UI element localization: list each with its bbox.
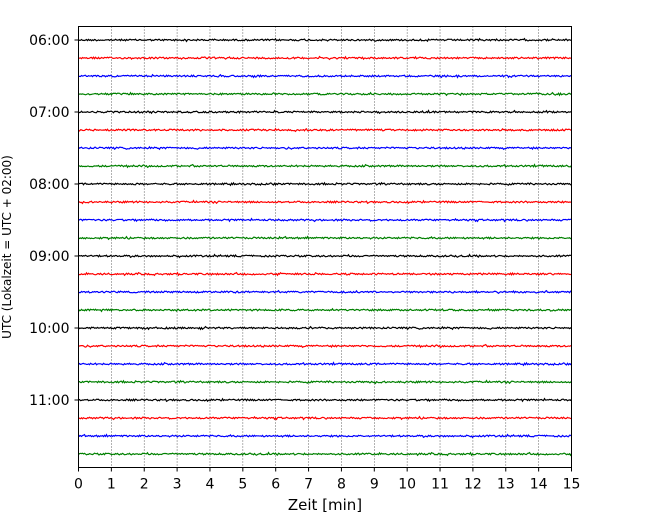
x-tick-label-6: 6 [271, 477, 280, 493]
x-tick-label-7: 7 [304, 477, 313, 493]
grid-lines [111, 26, 539, 468]
x-tick-label-8: 8 [337, 477, 346, 493]
trace-line-6 [78, 127, 572, 133]
trace-line-10 [78, 199, 572, 205]
trace-line-12 [78, 235, 572, 241]
trace-line-13 [78, 253, 572, 259]
x-tick-label-3: 3 [173, 477, 182, 493]
trace-line-19 [78, 361, 572, 367]
x-axis-ticks: 0 1 2 3 4 5 6 7 8 9 10 11 12 13 14 15 [74, 467, 581, 493]
y-tick-label-3: 09:00 [29, 249, 69, 265]
y-tick-label-0: 06:00 [29, 33, 69, 49]
trace-line-20 [78, 379, 572, 385]
plot-frame [78, 26, 572, 468]
trace-line-17 [78, 325, 572, 331]
x-tick-label-2: 2 [140, 477, 149, 493]
x-tick-label-1: 1 [107, 477, 116, 493]
trace-line-1 [78, 37, 572, 43]
x-tick-label-9: 9 [370, 477, 379, 493]
x-tick-label-15: 15 [563, 477, 581, 493]
trace-line-9 [78, 181, 572, 187]
trace-line-4 [78, 91, 572, 97]
trace-line-15 [78, 289, 572, 295]
y-axis-ticks: 06:00 07:00 08:00 09:00 10:00 11:00 [29, 33, 79, 409]
trace-series [78, 37, 573, 457]
trace-line-16 [78, 307, 572, 313]
trace-line-8 [78, 163, 572, 169]
trace-line-11 [78, 217, 572, 223]
x-tick-label-10: 10 [398, 477, 416, 493]
x-tick-label-4: 4 [206, 477, 215, 493]
trace-line-14 [78, 271, 572, 277]
trace-line-24 [78, 451, 573, 457]
x-tick-label-12: 12 [464, 477, 482, 493]
y-tick-label-2: 08:00 [29, 177, 69, 193]
y-axis-title: UTC (Lokalzeit = UTC + 02:00) [0, 155, 14, 339]
x-axis-title: Zeit [min] [288, 496, 362, 514]
trace-line-7 [78, 145, 572, 151]
x-tick-label-11: 11 [431, 477, 449, 493]
x-tick-label-5: 5 [238, 477, 247, 493]
y-tick-label-1: 07:00 [29, 105, 69, 121]
trace-line-3 [78, 73, 572, 79]
y-tick-label-4: 10:00 [29, 321, 69, 337]
trace-line-23 [78, 433, 572, 439]
x-tick-label-13: 13 [497, 477, 515, 493]
trace-line-2 [78, 55, 572, 61]
trace-line-5 [78, 109, 572, 115]
x-tick-label-0: 0 [74, 477, 83, 493]
trace-line-18 [78, 343, 572, 349]
trace-line-21 [78, 397, 572, 403]
trace-line-22 [78, 415, 572, 421]
x-tick-label-14: 14 [530, 477, 548, 493]
y-tick-label-5: 11:00 [29, 393, 69, 409]
